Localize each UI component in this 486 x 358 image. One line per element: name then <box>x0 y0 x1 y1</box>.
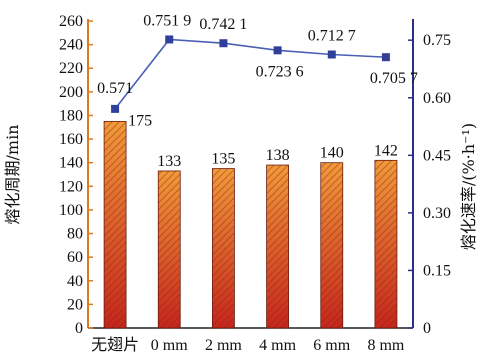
bar-value-label: 133 <box>157 153 181 170</box>
rate-marker <box>327 50 336 59</box>
rate-marker <box>111 104 120 113</box>
y2-tick-label: 0.45 <box>423 147 451 164</box>
bar-value-label: 142 <box>374 142 398 159</box>
x-category-label: 6 mm <box>313 337 350 354</box>
y-tick-label: 220 <box>59 60 83 77</box>
bar-hatch <box>374 159 398 329</box>
bar-hatch <box>320 162 344 329</box>
bar-hatch <box>212 168 235 329</box>
y-tick-label: 80 <box>67 226 83 243</box>
y-tick-label: 240 <box>59 37 83 54</box>
y-tick-label: 180 <box>59 107 83 124</box>
x-category-label: 2 mm <box>205 337 242 354</box>
x-category-label: 0 mm <box>151 337 188 354</box>
rate-value-label: 0.571 <box>97 80 133 97</box>
rate-value-label: 0.742 1 <box>199 16 247 33</box>
rate-marker <box>165 35 174 44</box>
rate-line <box>114 38 386 110</box>
y-tick-label: 0 <box>75 320 83 337</box>
x-category-label: 8 mm <box>367 337 404 354</box>
y2-tick-label: 0.15 <box>423 262 451 279</box>
y-tick-label: 140 <box>59 155 83 172</box>
bar-value-label: 175 <box>128 112 152 129</box>
rate-value-label: 0.712 7 <box>308 28 356 45</box>
rate-marker <box>381 53 390 62</box>
y-tick-label: 200 <box>59 84 83 101</box>
y2-tick-label: 0.30 <box>423 205 451 222</box>
y2-tick-label: 0.75 <box>423 32 451 49</box>
bar-value-label: 140 <box>320 145 344 162</box>
y2-axis-title: 熔化速率/(%·h⁻¹) <box>459 123 478 250</box>
x-category-label: 无翅片 <box>91 336 139 354</box>
bar-value-label: 138 <box>266 147 290 164</box>
rate-marker <box>219 39 228 48</box>
y-tick-label: 160 <box>59 131 83 148</box>
y-tick-label: 40 <box>67 273 83 290</box>
y-tick-label: 120 <box>59 178 83 195</box>
rate-value-label: 0.723 6 <box>256 63 304 80</box>
y-tick-label: 100 <box>59 202 83 219</box>
y-tick-label: 260 <box>59 13 83 30</box>
y2-tick-label: 0.60 <box>423 90 451 107</box>
y-tick-label: 60 <box>67 249 83 266</box>
y-tick-label: 20 <box>67 296 83 313</box>
x-category-label: 4 mm <box>259 337 296 354</box>
bar-value-label: 135 <box>211 151 235 168</box>
y2-tick-label: 0 <box>423 320 431 337</box>
rate-value-label: 0.751 9 <box>143 12 191 29</box>
rate-marker <box>273 46 282 55</box>
bar-hatch <box>157 170 181 329</box>
rate-value-label: 0.705 7 <box>370 70 418 87</box>
bar-hatch <box>266 164 289 329</box>
y-axis-title: 熔化周期/min <box>3 125 22 225</box>
bar-hatch <box>103 120 127 329</box>
